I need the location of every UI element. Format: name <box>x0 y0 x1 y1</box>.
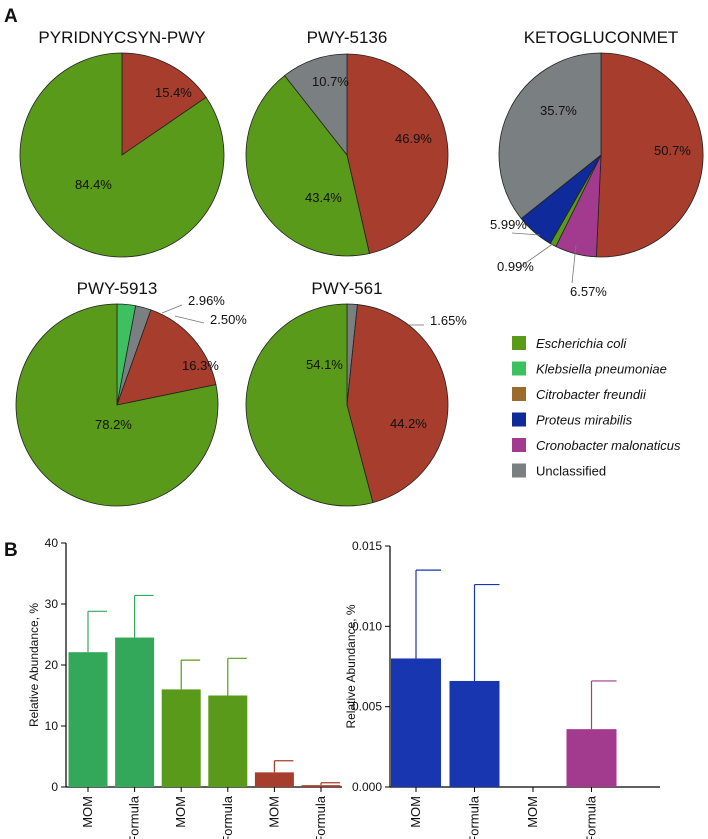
y-axis-title: Relative Abundance, % <box>27 603 41 727</box>
pie-slice <box>284 53 348 157</box>
pie-chart: PYRIDNYCSYN-PWY 15.4% 84.4% <box>19 28 225 258</box>
bar <box>161 689 201 787</box>
category-label: Formula <box>313 795 328 839</box>
y-axis-title: Relative Abundance, % <box>344 604 358 728</box>
legend-item: Cronobacter malonaticus <box>512 438 681 453</box>
leader-line <box>511 232 541 236</box>
pie-title: PWY-561 <box>311 279 382 298</box>
category-label: MOM <box>173 796 188 828</box>
pie-slice <box>595 52 704 258</box>
pie-slice <box>116 309 217 406</box>
slice-label: 5.99% <box>490 217 527 232</box>
y-tick-label: 0.010 <box>352 619 382 633</box>
legend: Escherichia coli Klebsiella pneumoniae Cit… <box>512 336 681 479</box>
category-label: MOM <box>266 796 281 828</box>
pie-slice <box>15 303 219 507</box>
legend-item: Unclassified <box>512 463 606 479</box>
pie-slice <box>245 303 374 507</box>
legend-swatch <box>512 463 526 478</box>
legend-label: Citrobacter freundii <box>536 387 647 402</box>
slice-label: 1.65% <box>430 313 467 328</box>
category-label: Formula <box>220 795 235 839</box>
y-tick-label: 10 <box>45 719 59 733</box>
legend-swatch <box>512 387 526 401</box>
y-tick-label: 0.000 <box>352 780 382 794</box>
bar-chart-right: 0.000 0.005 0.010 0.015 Relative Abundance, … <box>344 539 660 839</box>
pie-chart: KETOGLUCONMET 50.7% 6.57% 0.99% 5.99% 35.7% <box>490 28 704 299</box>
category-label: MOM <box>408 796 423 828</box>
y-tick-label: 0 <box>51 780 58 794</box>
bar-chart-left: 0 10 20 30 40 Relative Abundance, % MOM Formula… <box>27 536 342 839</box>
bar <box>566 729 617 787</box>
legend-swatch <box>512 438 526 452</box>
legend-item: Proteus mirabilis <box>512 412 633 428</box>
panel-letter-b: B <box>4 540 18 561</box>
slice-label: 54.1% <box>306 357 343 372</box>
leader-line <box>161 304 183 314</box>
legend-item: Citrobacter freundii <box>512 387 647 402</box>
category-label: Formula <box>467 795 482 839</box>
bar <box>208 695 248 787</box>
slice-label: 15.4% <box>155 85 192 100</box>
legend-item: Klebsiella pneumoniae <box>512 361 667 377</box>
slice-label: 35.7% <box>540 103 577 118</box>
pie-title: PWY-5913 <box>77 279 158 298</box>
legend-label: Unclassified <box>536 464 606 479</box>
slice-label: 46.9% <box>395 131 432 146</box>
bar <box>254 772 294 787</box>
slice-label: 0.99% <box>497 259 534 274</box>
pie-title: PYRIDNYCSYN-PWY <box>38 28 205 47</box>
slice-label: 43.4% <box>305 190 342 205</box>
slice-label: 2.96% <box>188 293 225 308</box>
legend-item: Escherichia coli <box>512 336 627 351</box>
leader-line <box>174 315 205 324</box>
category-label: MOM <box>525 796 540 828</box>
y-tick-label: 0.005 <box>352 700 382 714</box>
pie-chart: PWY-5136 46.9% 43.4% 10.7% <box>245 28 449 257</box>
pie-slice <box>498 52 602 220</box>
pie-slice <box>346 304 449 504</box>
legend-swatch <box>512 412 526 427</box>
slice-label: 84.4% <box>75 177 112 192</box>
pie-slice <box>121 52 207 156</box>
category-label: Formula <box>584 795 599 839</box>
pie-slice <box>346 53 449 254</box>
y-tick-label: 30 <box>45 597 59 611</box>
leader-line <box>519 242 555 268</box>
bar <box>391 658 441 787</box>
slice-label: 78.2% <box>95 417 132 432</box>
slice-label: 6.57% <box>570 284 607 299</box>
slice-label: 44.2% <box>390 416 427 431</box>
bar <box>68 652 108 787</box>
panel-letter-a: A <box>4 6 18 27</box>
legend-label: Escherichia coli <box>536 336 627 351</box>
bar <box>449 680 500 787</box>
pie-title: KETOGLUCONMET <box>524 28 679 47</box>
legend-swatch <box>512 336 526 350</box>
slice-label: 16.3% <box>182 358 219 373</box>
leader-line <box>571 244 577 284</box>
bar <box>115 637 155 787</box>
legend-label: Cronobacter malonaticus <box>536 438 681 453</box>
pie-charts: PYRIDNYCSYN-PWY 15.4% 84.4% PWY-5136 46.9% 43… <box>15 28 704 507</box>
pie-chart: PWY-561 1.65% 44.2% 54.1% <box>245 279 467 507</box>
slice-label: 10.7% <box>312 74 349 89</box>
category-label: MOM <box>80 796 95 828</box>
pie-chart: PWY-5913 2.96% 2.50% 16.3% 78.2% <box>15 279 247 507</box>
bar <box>301 785 341 787</box>
y-tick-label: 40 <box>45 536 59 550</box>
category-label: Formula <box>127 795 142 839</box>
pie-title: PWY-5136 <box>307 28 388 47</box>
y-tick-label: 0.015 <box>352 539 382 553</box>
y-tick-label: 20 <box>45 658 59 672</box>
pie-slice <box>19 52 225 258</box>
legend-swatch <box>512 361 526 376</box>
legend-label: Proteus mirabilis <box>536 413 633 428</box>
slice-label: 2.50% <box>210 312 247 327</box>
pie-slice <box>245 74 370 257</box>
slice-label: 50.7% <box>654 143 691 158</box>
legend-label: Klebsiella pneumoniae <box>536 362 667 377</box>
